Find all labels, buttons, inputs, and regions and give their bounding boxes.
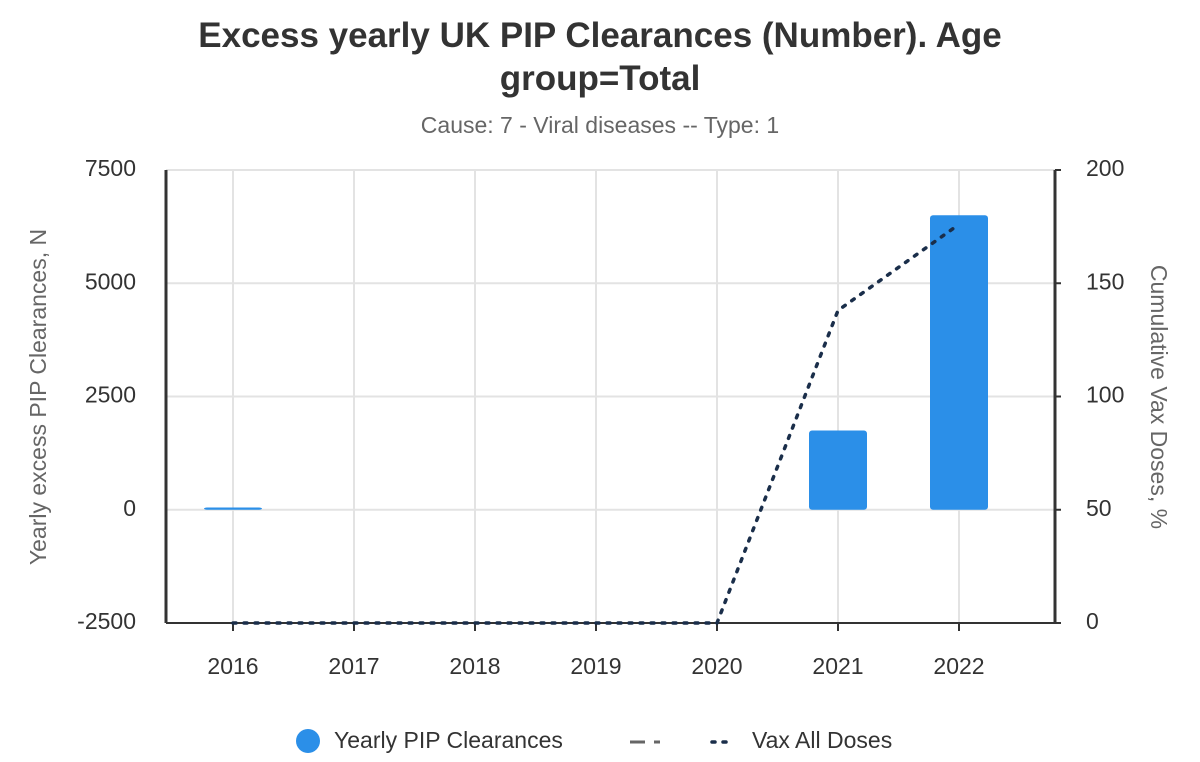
y2-axis-label: Cumulative Vax Doses, % [1146,265,1172,529]
bar [930,215,988,510]
y2-tick-label: 0 [1086,608,1099,634]
y2-tick-label: 50 [1086,495,1112,521]
y-tick-label: 5000 [85,268,136,294]
y2-tick-label: 150 [1086,268,1124,294]
legend-label: Yearly PIP Clearances [334,727,563,753]
x-tick-label: 2018 [449,653,500,679]
y-axis-label: Yearly excess PIP Clearances, N [25,229,51,565]
legend-marker [296,729,320,753]
y2-tick-label: 100 [1086,382,1124,408]
chart-subtitle: Cause: 7 - Viral diseases -- Type: 1 [421,112,779,138]
bar [809,430,867,510]
x-tick-label: 2021 [812,653,863,679]
line [231,222,961,625]
chart-title: Excess yearly UK PIP Clearances (Number)… [198,16,1001,98]
y-tick-label: 7500 [85,155,136,181]
legend-label: Vax All Doses [752,727,892,753]
y2-tick-label: 200 [1086,155,1124,181]
y-tick-label: 0 [123,495,136,521]
y-tick-label: -2500 [77,608,136,634]
y-tick-label: 2500 [85,382,136,408]
x-tick-label: 2016 [207,653,258,679]
x-tick-label: 2022 [933,653,984,679]
x-tick-label: 2020 [691,653,742,679]
x-tick-label: 2017 [328,653,379,679]
bar [204,507,262,510]
x-tick-label: 2019 [570,653,621,679]
